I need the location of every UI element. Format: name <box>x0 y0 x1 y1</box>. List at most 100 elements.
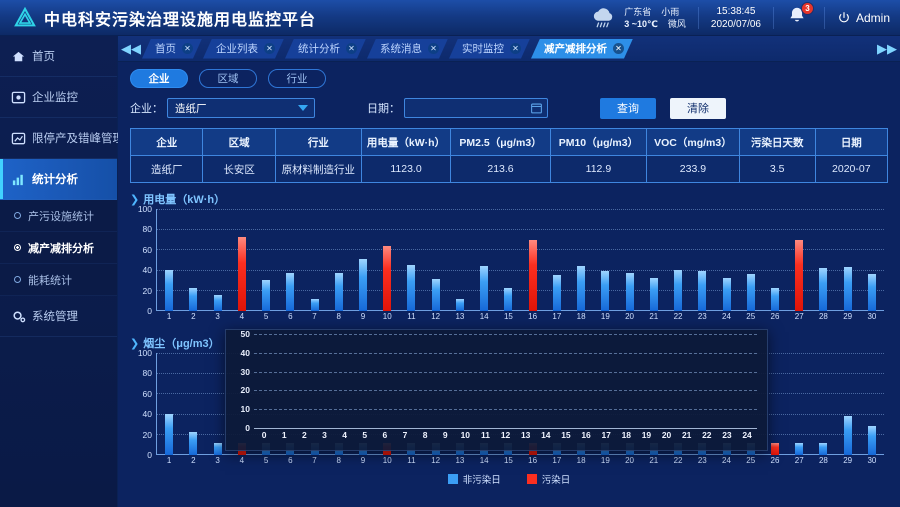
x-axis-tick: 5 <box>263 456 269 465</box>
tab-statistics[interactable]: 统计分析 ✕ <box>285 39 366 59</box>
bar-cell[interactable] <box>811 353 835 455</box>
bar-cell[interactable] <box>617 209 641 311</box>
tab-system-message[interactable]: 系统消息 ✕ <box>367 39 448 59</box>
bar-cell[interactable] <box>472 209 496 311</box>
sidebar-item-statistics[interactable]: 统计分析 <box>0 159 117 200</box>
bar-normal <box>843 267 852 311</box>
bar-cell[interactable] <box>230 209 254 311</box>
sidebar-item-production-limit[interactable]: 限停产及错峰管理 <box>0 118 124 159</box>
bar-cell[interactable] <box>181 209 205 311</box>
bar-cell[interactable] <box>642 209 666 311</box>
table-header-cell: 区域 <box>203 129 276 155</box>
x-axis-tick: 2 <box>191 312 196 321</box>
segment-label: 区域 <box>217 73 239 85</box>
bar-cell[interactable] <box>763 353 787 455</box>
y-axis-tick: 60 <box>142 388 152 399</box>
bar-cell[interactable] <box>496 209 520 311</box>
weather-province: 广东省 <box>624 6 652 17</box>
tab-home[interactable]: 首页 ✕ <box>142 39 202 59</box>
bar-cell[interactable] <box>836 353 860 455</box>
bar-cell[interactable] <box>787 209 811 311</box>
bar-cell[interactable] <box>448 209 472 311</box>
tab-label: 系统消息 <box>380 43 422 55</box>
bar-cell[interactable] <box>181 353 205 455</box>
bar-cell[interactable] <box>157 209 181 311</box>
user-menu[interactable]: Admin <box>837 11 890 25</box>
bar-cell[interactable] <box>399 209 423 311</box>
enterprise-select[interactable]: 造纸厂 <box>167 98 315 118</box>
bar-normal <box>867 274 876 311</box>
bar-cell[interactable] <box>666 209 690 311</box>
sidebar-subitem-pollution-facility[interactable]: 产污设施统计 <box>0 200 117 232</box>
sidebar-item-system-management[interactable]: 系统管理 <box>0 296 117 337</box>
bar-cell[interactable] <box>254 209 278 311</box>
x-axis-tick: 17 <box>552 456 562 465</box>
sidebar-subitem-energy-statistics[interactable]: 能耗统计 <box>0 264 117 296</box>
table-header-row: 企业 区域 行业 用电量（kW·h） PM2.5（μg/m3） PM10（μg/… <box>131 129 888 156</box>
sidebar-item-label: 限停产及错峰管理 <box>32 133 124 145</box>
table-row[interactable]: 造纸厂 长安区 原材料制造行业 1123.0 213.6 112.9 233.9… <box>131 156 888 182</box>
bar-cell[interactable] <box>811 209 835 311</box>
tab-realtime-monitor[interactable]: 实时监控 ✕ <box>449 39 530 59</box>
bar-cell[interactable] <box>205 353 229 455</box>
sidebar: 首页 企业监控 限停产及错峰管理 <box>0 36 124 507</box>
bar-cell[interactable] <box>205 209 229 311</box>
bar-cell[interactable] <box>545 209 569 311</box>
overlay-x-tick: 15 <box>561 430 571 440</box>
close-icon[interactable]: ✕ <box>264 43 275 54</box>
close-icon[interactable]: ✕ <box>613 43 624 54</box>
hourly-detail-overlay[interactable]: 0 10 20 30 40 50 0 1 2 3 4 5 6 7 8 9 10 11 12 13 14 15 16 17 18… <box>225 329 768 451</box>
bar-cell[interactable] <box>327 209 351 311</box>
bar-polluted <box>237 236 246 311</box>
bar-cell[interactable] <box>714 209 738 311</box>
y-axis-tick: 20 <box>142 285 152 296</box>
x-axis: 1 2 3 4 5 6 7 8 9 10 11 12 13 14 15 16 17 18 19 20 21 22 23 24 2… <box>157 312 884 327</box>
bar-cell[interactable] <box>860 209 884 311</box>
close-icon[interactable]: ✕ <box>510 43 521 54</box>
query-button[interactable]: 查询 <box>600 97 656 119</box>
bar-cell[interactable] <box>739 209 763 311</box>
bar-cell[interactable] <box>302 209 326 311</box>
bar-cell[interactable] <box>424 209 448 311</box>
bar-cell[interactable] <box>569 209 593 311</box>
bar-cell[interactable] <box>860 353 884 455</box>
filter-segment-group: 企业 区域 行业 <box>130 69 888 88</box>
bar-cell[interactable] <box>375 209 399 311</box>
bar-cell[interactable] <box>836 209 860 311</box>
tab-list: 首页 ✕ 企业列表 ✕ 统计分析 ✕ 系统消息 ✕ 实时监控 ✕ <box>142 36 876 62</box>
date-input[interactable] <box>404 98 548 118</box>
notification-button[interactable]: 3 <box>786 1 814 31</box>
sidebar-item-home[interactable]: 首页 <box>0 36 117 77</box>
clear-button[interactable]: 清除 <box>670 97 726 119</box>
y-axis-tick: 60 <box>142 244 152 255</box>
x-axis-tick: 14 <box>479 456 489 465</box>
legend-swatch-icon <box>447 474 458 484</box>
segment-industry[interactable]: 行业 <box>268 69 326 88</box>
close-icon[interactable]: ✕ <box>346 43 357 54</box>
bar-cell[interactable] <box>787 353 811 455</box>
x-axis-tick: 18 <box>576 312 586 321</box>
tab-reduction-analysis[interactable]: 减产减排分析 ✕ <box>531 39 633 59</box>
double-chevron-right-icon[interactable]: ▶▶ <box>877 40 897 56</box>
bar-cell[interactable] <box>521 209 545 311</box>
bar-normal <box>746 274 755 311</box>
table-header-cell: 用电量（kW·h） <box>361 129 452 155</box>
segment-region[interactable]: 区域 <box>199 69 257 88</box>
table-cell: 2020-07 <box>815 156 888 182</box>
sidebar-item-enterprise-monitor[interactable]: 企业监控 <box>0 77 117 118</box>
tab-enterprise-list[interactable]: 企业列表 ✕ <box>203 39 284 59</box>
sidebar-subitem-reduction-analysis[interactable]: 减产减排分析 <box>0 232 117 264</box>
bar-cell[interactable] <box>593 209 617 311</box>
double-chevron-left-icon[interactable]: ◀◀ <box>121 40 141 56</box>
bar-cell[interactable] <box>278 209 302 311</box>
bar-normal <box>431 279 440 311</box>
bar-cell[interactable] <box>351 209 375 311</box>
segment-enterprise[interactable]: 企业 <box>130 69 188 88</box>
close-icon[interactable]: ✕ <box>182 43 193 54</box>
bar-cell[interactable] <box>690 209 714 311</box>
date-field-label: 日期： <box>367 103 400 115</box>
bar-cell[interactable] <box>157 353 181 455</box>
overlay-x-tick: 10 <box>460 430 471 440</box>
bar-cell[interactable] <box>763 209 787 311</box>
close-icon[interactable]: ✕ <box>428 43 439 54</box>
